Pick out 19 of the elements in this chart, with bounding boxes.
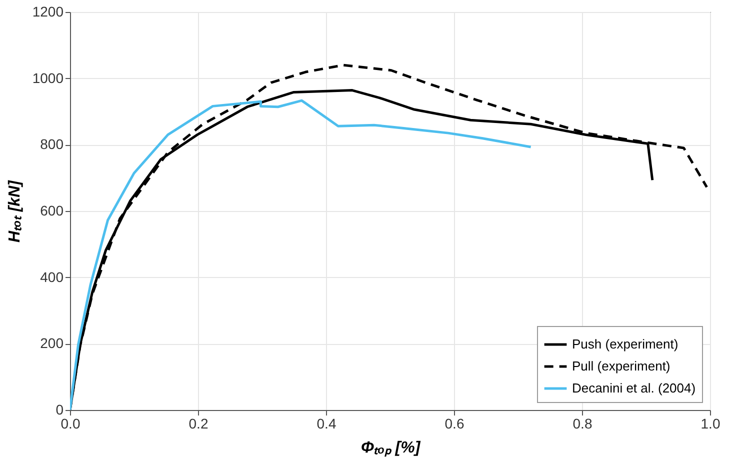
y-tick-label: 1200 [32, 4, 64, 20]
x-tick-label: 0.4 [316, 416, 336, 432]
x-tick-label: 0.2 [188, 416, 208, 432]
line-series [70, 99, 532, 410]
x-tick-label: 1.0 [700, 416, 720, 432]
x-axis-title: Φₜₒₚ [%] [360, 440, 421, 458]
y-axis-title: Hₜₒₜ [kN] [6, 180, 24, 242]
y-tick-label: 800 [40, 136, 64, 152]
legend-label: Pull (experiment) [572, 358, 670, 374]
y-tick-label: 200 [40, 335, 64, 352]
x-tick-label: 0.0 [60, 416, 80, 432]
y-tick-label: 600 [40, 202, 64, 218]
x-tick-label: 0.6 [444, 416, 464, 432]
y-tick-label: 0 [56, 402, 64, 418]
legend-label: Decanini et al. (2004) [572, 380, 696, 396]
y-tick-label: 1000 [32, 70, 64, 86]
y-tick-label: 400 [40, 268, 64, 285]
legend-label: Push (experiment) [572, 336, 678, 352]
x-tick-label: 0.8 [572, 416, 592, 432]
